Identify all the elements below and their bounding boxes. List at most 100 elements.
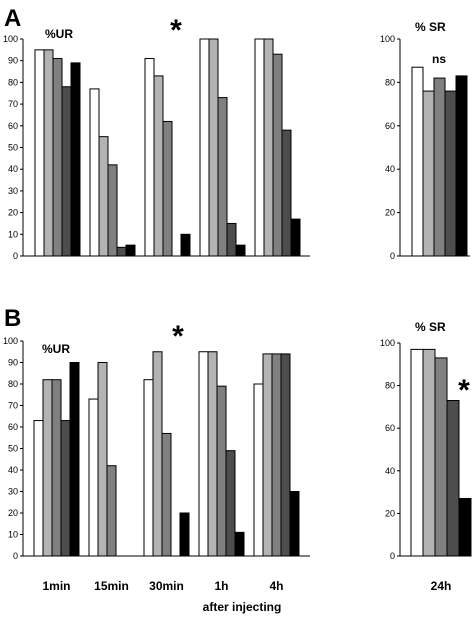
bar-30min-series-2 — [153, 75, 164, 257]
y-tick-label: 100 — [380, 34, 395, 44]
bar-24h-series-4 — [446, 400, 460, 557]
y-tick-label: 80 — [385, 77, 395, 87]
y-tick-label: 60 — [8, 121, 18, 131]
bar-15min-series-2 — [98, 136, 109, 257]
bar-15min-series-1 — [89, 88, 100, 257]
bar-1h-series-4 — [225, 450, 236, 557]
y-axis-label: % SR — [415, 320, 446, 334]
bar-30min-series-5 — [179, 512, 190, 557]
y-tick-label: 100 — [3, 336, 18, 346]
y-tick-label: 0 — [13, 551, 18, 561]
bar-4h-series-4 — [281, 129, 292, 257]
y-tick-label: 70 — [8, 99, 18, 109]
category-label: 4h — [269, 579, 283, 593]
bar-24h-series-1 — [410, 348, 424, 557]
bar-1h-series-4 — [226, 222, 237, 257]
bar-24h-series-3 — [433, 77, 446, 257]
bar-4h-series-4 — [280, 353, 291, 557]
chart-a-right: 0 20 40 60 80 100 % SR ns — [380, 20, 470, 261]
after-injecting-label: after injecting — [203, 600, 282, 614]
bar-24h-series-2 — [422, 348, 436, 557]
bar-1h-series-3 — [217, 97, 228, 257]
bar-1min-series-5 — [70, 62, 81, 257]
bar-1h-series-5 — [235, 244, 246, 257]
bar-15min-series-1 — [88, 398, 99, 557]
y-tick-label: 90 — [8, 56, 18, 66]
bar-24h-series-2 — [422, 90, 435, 257]
y-tick-label: 40 — [385, 164, 395, 174]
y-tick-label: 40 — [385, 466, 395, 476]
y-tick-label: 30 — [8, 487, 18, 497]
bar-1min-series-5 — [69, 362, 80, 557]
y-tick-label: 30 — [8, 186, 18, 196]
bar-15min-series-3 — [106, 465, 117, 557]
y-tick-label: 90 — [8, 358, 18, 368]
y-tick-label: 20 — [8, 208, 18, 218]
y-tick-label: 10 — [8, 530, 18, 540]
bar-1min-series-4 — [60, 420, 71, 557]
ns-label: ns — [432, 52, 446, 66]
y-tick-label: 0 — [390, 251, 395, 261]
y-tick-label: 40 — [8, 465, 18, 475]
bar-30min-series-3 — [161, 432, 172, 557]
y-tick-label: 20 — [385, 508, 395, 518]
y-tick-label: 60 — [8, 422, 18, 432]
bar-1min-series-3 — [51, 379, 62, 557]
category-label: 1h — [214, 579, 228, 593]
bar-30min-series-5 — [180, 233, 191, 257]
bar-4h-series-2 — [262, 353, 273, 557]
y-tick-label: 50 — [8, 444, 18, 454]
bar-1h-series-1 — [198, 351, 209, 557]
bar-1min-series-2 — [42, 379, 53, 557]
bar-1h-series-1 — [199, 38, 210, 257]
bar-24h-series-3 — [434, 357, 448, 557]
bar-15min-series-3 — [107, 164, 118, 257]
y-tick-label: 80 — [8, 379, 18, 389]
y-tick-label: 40 — [8, 164, 18, 174]
bar-1min-series-3 — [52, 58, 63, 257]
significance-asterisk: * — [172, 320, 184, 353]
bar-30min-series-1 — [143, 379, 154, 557]
bar-1h-series-2 — [207, 351, 218, 557]
y-tick-label: 80 — [385, 381, 395, 391]
y-tick-label: 0 — [390, 551, 395, 561]
bar-1h-series-5 — [234, 531, 245, 557]
bar-15min-series-5 — [125, 244, 136, 257]
bar-24h-series-4 — [444, 90, 457, 257]
bar-4h-series-5 — [289, 491, 300, 557]
panel-label-b: B — [4, 305, 21, 332]
significance-asterisk: * — [458, 374, 470, 407]
significance-asterisk: * — [170, 14, 182, 47]
y-tick-label: 20 — [385, 208, 395, 218]
panel-label-a: A — [4, 5, 21, 32]
bar-1min-series-2 — [43, 49, 54, 257]
bar-4h-series-3 — [271, 353, 282, 557]
bar-24h-series-5 — [458, 497, 472, 557]
y-tick-label: 0 — [13, 251, 18, 261]
bar-30min-series-1 — [144, 58, 155, 257]
category-label: 30min — [149, 579, 184, 593]
bar-1min-series-1 — [34, 49, 45, 257]
category-label: 1min — [42, 579, 70, 593]
y-axis-label: % SR — [415, 20, 446, 34]
bar-1min-series-1 — [33, 420, 44, 557]
bar-1h-series-2 — [208, 38, 219, 257]
y-tick-label: 20 — [8, 508, 18, 518]
bar-4h-series-3 — [272, 53, 283, 257]
y-tick-label: 10 — [8, 229, 18, 239]
y-tick-label: 60 — [385, 423, 395, 433]
y-axis-label: %UR — [45, 27, 73, 41]
bar-4h-series-1 — [254, 38, 265, 257]
y-tick-label: 100 — [380, 338, 395, 348]
bar-1min-series-4 — [61, 86, 72, 257]
y-tick-label: 70 — [8, 401, 18, 411]
chart-b-left: 0 10 20 30 40 50 60 70 80 90 100 %UR 1min 15min 30min 1… — [3, 320, 310, 593]
y-tick-label: 100 — [3, 34, 18, 44]
chart-b-right: 0 20 40 60 80 100 % SR 24h * — [380, 320, 472, 593]
bar-4h-series-5 — [290, 218, 301, 257]
category-label: 24h — [431, 579, 452, 593]
bar-4h-series-2 — [263, 38, 274, 257]
category-label: 15min — [94, 579, 129, 593]
